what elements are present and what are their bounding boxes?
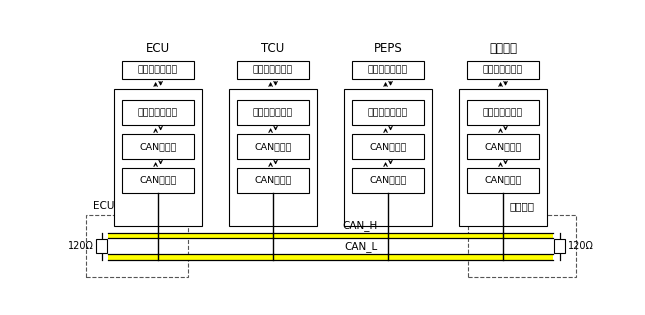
Bar	[554, 239, 565, 253]
Text: 控制单元处理器: 控制单元处理器	[368, 108, 408, 117]
Text: 传感器、执行器: 传感器、执行器	[253, 66, 293, 74]
Bar	[467, 61, 539, 79]
Bar	[122, 61, 194, 79]
Bar	[352, 168, 424, 193]
Bar	[237, 168, 310, 193]
Text: CAN控制器: CAN控制器	[254, 142, 292, 151]
Text: CAN收发器: CAN收发器	[484, 176, 522, 185]
Bar	[352, 100, 424, 125]
Text: CAN收发器: CAN收发器	[139, 176, 177, 185]
Text: CAN控制器: CAN控制器	[370, 142, 407, 151]
Text: 组合仪表: 组合仪表	[489, 42, 517, 55]
Bar	[237, 134, 310, 159]
Bar	[459, 89, 547, 226]
Text: ECU: ECU	[93, 201, 115, 211]
Text: TCU: TCU	[261, 42, 284, 55]
Text: 控制单元处理器: 控制单元处理器	[253, 108, 293, 117]
Bar	[122, 168, 194, 193]
Text: CAN_H: CAN_H	[342, 220, 378, 231]
Text: 传感器、执行器: 传感器、执行器	[368, 66, 408, 74]
Text: 组合仪表: 组合仪表	[510, 201, 534, 211]
Text: CAN控制器: CAN控制器	[139, 142, 177, 151]
Bar	[352, 61, 424, 79]
Bar	[108, 232, 553, 238]
Bar	[114, 89, 202, 226]
Text: CAN控制器: CAN控制器	[484, 142, 522, 151]
Text: 传感器、执行器: 传感器、执行器	[138, 66, 178, 74]
Text: CAN_L: CAN_L	[345, 242, 378, 252]
Text: 120Ω: 120Ω	[568, 241, 593, 251]
Bar	[122, 134, 194, 159]
Text: CAN收发器: CAN收发器	[370, 176, 407, 185]
Text: 控制单元处理器: 控制单元处理器	[483, 108, 523, 117]
Text: CAN收发器: CAN收发器	[254, 176, 292, 185]
Bar	[96, 239, 107, 253]
Bar	[352, 134, 424, 159]
Bar	[86, 215, 188, 277]
Bar	[237, 100, 310, 125]
Bar	[467, 134, 539, 159]
Text: PEPS: PEPS	[373, 42, 402, 55]
Text: ECU: ECU	[146, 42, 170, 55]
Bar	[108, 255, 553, 260]
Bar	[230, 89, 317, 226]
Text: 传感器、执行器: 传感器、执行器	[483, 66, 523, 74]
Bar	[237, 61, 310, 79]
Bar	[344, 89, 432, 226]
Bar	[122, 100, 194, 125]
Text: 控制单元处理器: 控制单元处理器	[138, 108, 178, 117]
Text: 120Ω: 120Ω	[68, 241, 94, 251]
Bar	[467, 168, 539, 193]
Bar	[467, 100, 539, 125]
Bar	[468, 215, 575, 277]
